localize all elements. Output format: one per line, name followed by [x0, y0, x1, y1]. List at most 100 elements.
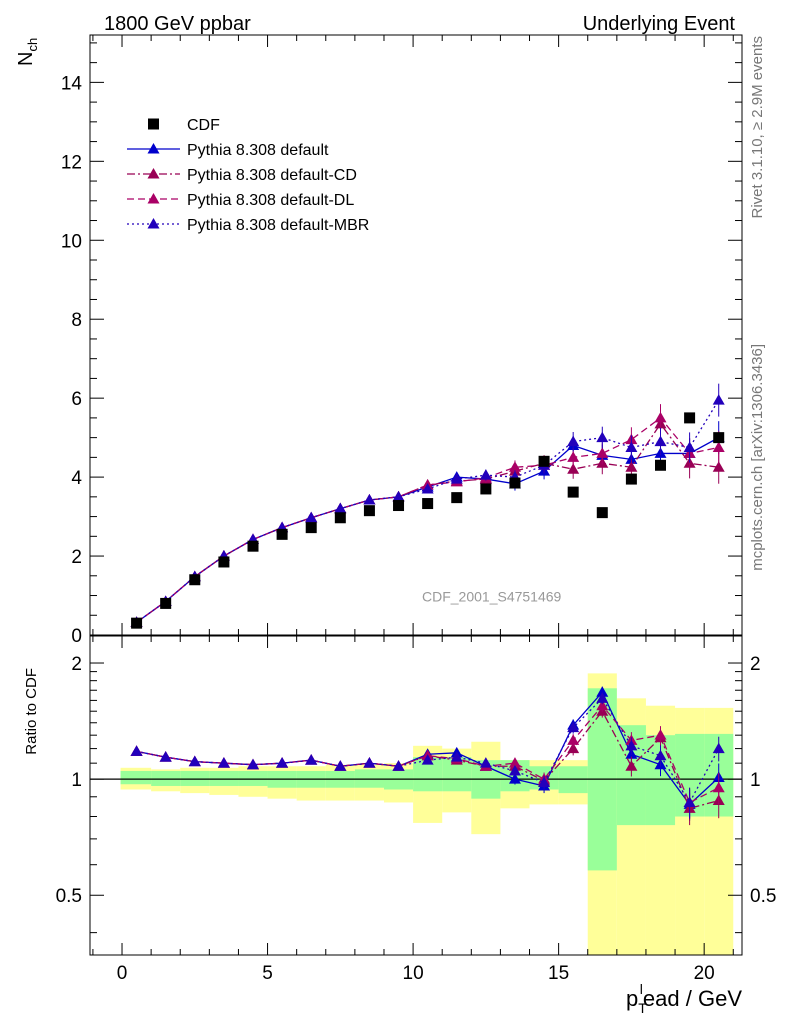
ratio-series-marker — [654, 729, 667, 740]
main-series-marker — [421, 482, 434, 494]
main-axes-layer: 0 2 4 6 8 10 12 14 — [61, 35, 742, 647]
cdf-data-point — [305, 522, 317, 534]
main-series-marker — [392, 490, 405, 502]
ratio-series-marker — [508, 773, 521, 784]
x-tick-label: 5 — [262, 963, 273, 984]
ratio-series-marker — [334, 760, 347, 771]
header-right-title: Underlying Event — [583, 13, 736, 35]
ratio-series-marker — [567, 721, 580, 733]
legend-marker — [147, 168, 160, 179]
ratio-series-marker — [159, 751, 172, 762]
ratio-series-marker — [450, 751, 463, 762]
cdf-data-point — [596, 507, 608, 519]
cdf-data-point — [160, 597, 172, 609]
ratio-y-tick-label-right: 1 — [750, 770, 761, 791]
main-series-marker — [712, 461, 725, 472]
main-series-marker — [363, 494, 376, 505]
ratio-y-tick-label-right: 0.5 — [750, 886, 776, 907]
ratio-inner-band — [120, 770, 152, 785]
main-series-layer — [130, 383, 725, 629]
main-y-tick-label: 6 — [71, 389, 82, 410]
cdf-data-point — [131, 617, 143, 629]
ratio-series-marker — [508, 764, 521, 776]
cdf-data-point — [684, 412, 696, 424]
main-y-tick-label: 4 — [71, 468, 82, 489]
main-series-marker — [654, 435, 667, 447]
main-series-marker — [712, 394, 725, 405]
ratio-series-layer — [130, 686, 725, 826]
main-y-tick-label: 8 — [71, 310, 82, 331]
ratio-inner-band — [151, 770, 181, 786]
ratio-series-marker — [479, 757, 492, 768]
ratio-series-line — [136, 704, 720, 804]
main-series-marker — [625, 461, 638, 472]
cdf-data-point — [509, 477, 521, 489]
main-series-marker — [508, 461, 521, 472]
cdf-data-point — [247, 540, 259, 552]
ratio-y-tick-label: 2 — [71, 654, 82, 675]
ratio-series-marker — [130, 745, 143, 756]
ratio-series-marker — [363, 757, 376, 768]
cdf-data-point — [480, 483, 492, 495]
main-series-marker — [596, 447, 609, 458]
main-panel: 0 2 4 6 8 10 12 14 CDF_2001_S4751469 Nch CDF Pyt… — [15, 34, 743, 647]
ratio-y-axis-label: Ratio to CDF — [23, 668, 40, 755]
ratio-plot-frame — [89, 635, 743, 956]
legend-label: Pythia 8.308 default-MBR — [187, 217, 369, 234]
legend-label: Pythia 8.308 default-CD — [187, 167, 357, 184]
main-series-marker — [305, 511, 318, 523]
ratio-series-marker — [276, 757, 289, 768]
ratio-y-tick-label-right: 2 — [750, 654, 761, 675]
main-y-tick-label: 2 — [71, 547, 82, 568]
main-series-marker — [683, 441, 696, 452]
cdf-data-point — [625, 473, 637, 485]
ratio-uncertainty-bands — [120, 673, 734, 955]
ratio-y-tick-label: 1 — [71, 770, 82, 791]
legend-label: Pythia 8.308 default — [187, 142, 329, 159]
analysis-watermark: CDF_2001_S4751469 — [422, 588, 562, 604]
ratio-series-marker — [596, 699, 609, 711]
x-tick-label: 15 — [548, 963, 569, 984]
legend-marker — [147, 193, 160, 204]
ratio-series-marker — [712, 781, 725, 793]
main-y-tick-label: 12 — [61, 152, 82, 173]
ratio-series-marker — [712, 742, 725, 754]
main-series-marker — [479, 469, 492, 480]
main-series-marker — [334, 502, 347, 514]
main-series-marker — [567, 463, 580, 474]
ratio-series-marker — [567, 734, 580, 745]
cdf-data-point — [218, 556, 230, 568]
legend-label: CDF — [187, 117, 220, 134]
ratio-inner-band — [209, 770, 239, 786]
x-axis-label: pTlead / GeV — [626, 981, 742, 1016]
x-tick-label: 0 — [117, 963, 128, 984]
ratio-axes-layer: 0 5 10 15 20 0.5 0.5 1 1 2 2 — [56, 636, 776, 984]
ratio-panel: 0 5 10 15 20 0.5 0.5 1 1 2 2 Ratio to CDF pTlead /… — [23, 635, 776, 1016]
main-y-tick-label: 0 — [71, 626, 82, 647]
main-y-tick-label: 10 — [61, 231, 82, 252]
ratio-inner-band — [238, 770, 268, 786]
legend-marker — [147, 143, 160, 154]
ratio-series-marker — [247, 758, 259, 770]
ratio-series-marker — [625, 760, 638, 771]
ratio-series-marker — [567, 742, 580, 754]
main-y-axis-label: Nch — [15, 38, 40, 66]
cdf-data-point — [655, 459, 666, 471]
legend-marker — [147, 218, 160, 229]
ratio-series-marker — [217, 757, 230, 768]
ratio-series-marker — [625, 739, 638, 751]
ratio-series-marker — [654, 749, 667, 761]
main-series-marker — [712, 441, 725, 452]
ratio-inner-band — [180, 770, 210, 786]
x-tick-label: 10 — [403, 963, 424, 984]
ratio-series-marker — [596, 692, 609, 703]
ratio-series-marker — [596, 686, 609, 697]
main-plot-frame — [89, 34, 743, 636]
legend-marker-cdf — [148, 118, 159, 130]
header-left-title: 1800 GeV ppbar — [104, 13, 251, 35]
cdf-data-point — [189, 574, 201, 586]
cdf-data-point — [567, 486, 579, 498]
ratio-series-marker — [538, 776, 551, 788]
cdf-data-point — [363, 505, 375, 517]
